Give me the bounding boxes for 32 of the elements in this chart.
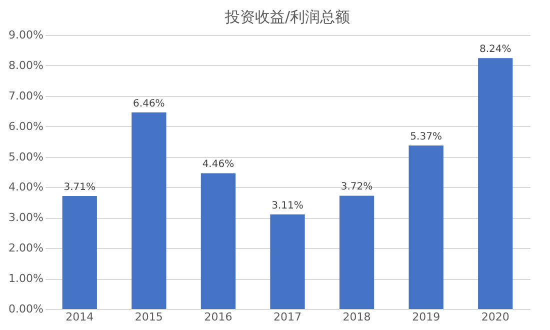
x-tick-label: 2020 — [481, 310, 510, 324]
x-tick-label: 2014 — [66, 310, 94, 324]
y-tick-label: 3.00% — [8, 211, 44, 224]
data-label: 4.46% — [202, 159, 234, 170]
data-label: 3.72% — [340, 182, 373, 193]
y-tick-label: 0.00% — [8, 302, 44, 316]
chart-title: 投资收益/利润总额 — [224, 8, 350, 26]
x-tick-label: 2017 — [274, 310, 302, 324]
y-tick-label: 6.00% — [8, 120, 44, 133]
bar — [200, 173, 236, 309]
y-tick-label: 1.00% — [8, 272, 44, 286]
data-label: 6.46% — [133, 98, 165, 110]
data-label: 8.24% — [479, 44, 512, 56]
y-tick-label: 4.00% — [8, 180, 44, 194]
y-tick-label: 8.00% — [8, 58, 44, 72]
data-label: 3.71% — [64, 182, 96, 194]
bar — [132, 112, 166, 309]
y-tick-label: 5.00% — [8, 150, 44, 164]
data-label: 3.11% — [272, 200, 304, 212]
bar — [62, 196, 97, 309]
bar — [478, 58, 513, 309]
x-tick-label: 2015 — [134, 310, 163, 324]
x-tick-label: 2016 — [204, 310, 232, 324]
x-tick-label: 2018 — [342, 310, 371, 324]
bar — [408, 146, 444, 309]
data-label: 5.37% — [410, 132, 442, 143]
bar — [270, 214, 305, 309]
y-tick-label: 9.00% — [8, 28, 44, 42]
x-tick-label: 2019 — [412, 310, 440, 324]
y-tick-label: 2.00% — [8, 242, 44, 255]
y-tick-label: 7.00% — [8, 89, 44, 102]
bar — [339, 196, 374, 309]
